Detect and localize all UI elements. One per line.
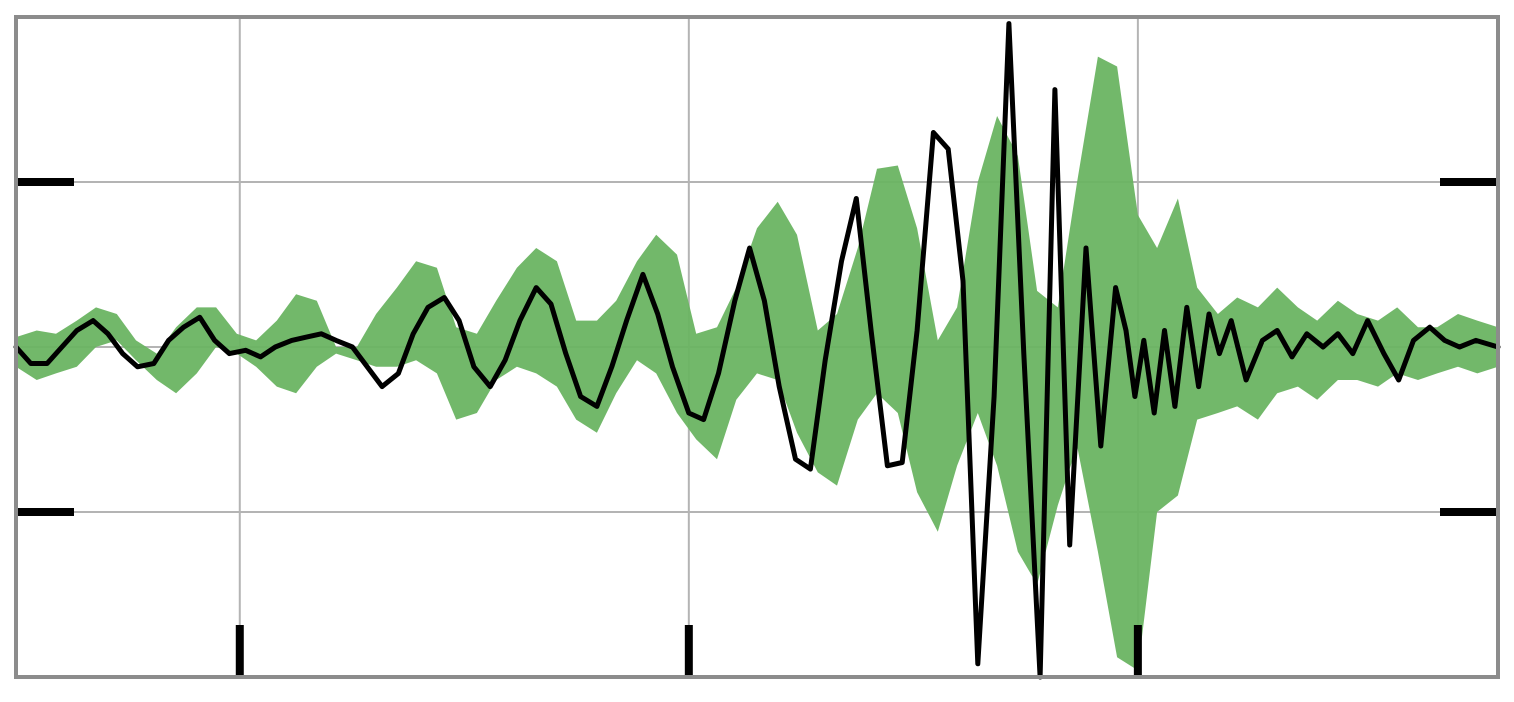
- waveform-polyline: [13, 21, 1501, 680]
- waveform-line: [13, 21, 1501, 680]
- uncertainty-band: [16, 56, 1498, 671]
- band-area: [16, 56, 1498, 671]
- plot-frame: [14, 15, 1500, 679]
- axis-ticks: [16, 178, 1498, 677]
